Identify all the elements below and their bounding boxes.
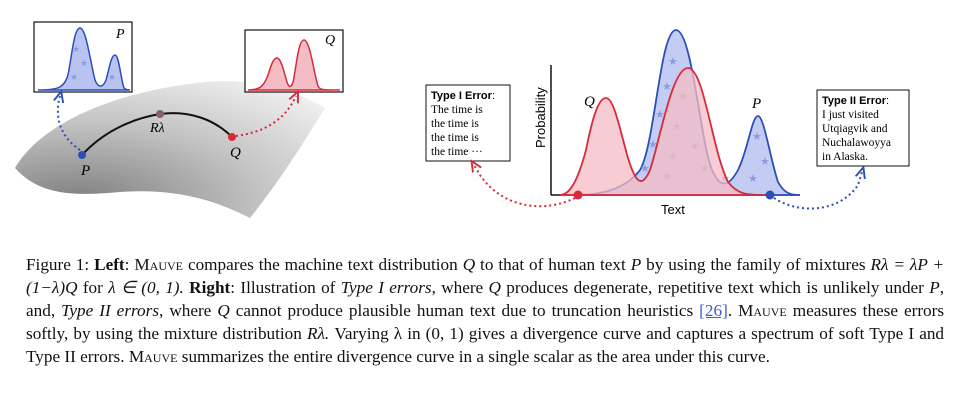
type1-line-4: the time ··· — [431, 146, 483, 158]
p-arrow — [58, 96, 81, 151]
figure-number: Figure 1: — [26, 255, 90, 274]
citation-link[interactable]: [26] — [699, 301, 728, 320]
type1-title-suffix: : — [492, 90, 495, 102]
type1-title: Type I Error: — [431, 90, 495, 102]
q-inset-box — [244, 29, 344, 93]
q-inset-label: Q — [325, 33, 335, 48]
caption-text: produces degenerate, repetitive text whi… — [506, 278, 924, 297]
type1-line-3: the time is — [431, 132, 479, 144]
svg-text:★: ★ — [748, 172, 758, 185]
figure-caption: Figure 1: Left: Mauve compares the machi… — [26, 255, 945, 366]
math-p: P — [630, 255, 642, 274]
math-q: Q — [488, 278, 501, 297]
r-lambda-point — [156, 110, 164, 118]
type2-line-3: Nuchalawoyya — [822, 137, 891, 149]
caption-text: Illustration of — [240, 278, 336, 297]
caption-text: Varying λ in (0, 1) gives a divergence c… — [26, 324, 945, 366]
left-panel: P Rλ Q ★★★ ★ P Q — [15, 21, 344, 218]
caption-text: by using the family of mixtures — [646, 255, 866, 274]
caption-text: , where — [431, 278, 484, 297]
type1-term: Type I errors — [340, 278, 432, 297]
mauve-name: Mauve — [128, 347, 178, 366]
svg-text:★: ★ — [668, 55, 678, 68]
y-axis-label: Probability — [533, 87, 548, 148]
lambda-range: λ ∈ (0, 1). — [108, 278, 184, 297]
math-q: Q — [462, 255, 476, 274]
p-inset-density — [37, 27, 131, 91]
q-inset-density — [247, 39, 341, 91]
caption-text: summarizes the entire divergence curve i… — [181, 347, 770, 366]
q-point — [228, 133, 236, 141]
caption-text: compares the machine text distribution — [187, 255, 458, 274]
p-point — [78, 151, 86, 159]
type1-point — [573, 190, 583, 200]
math-r-lambda: Rλ. — [306, 324, 330, 343]
type2-box — [816, 89, 910, 167]
p-point-label: P — [80, 163, 90, 179]
caption-text: measures these errors softly, by using t… — [26, 301, 945, 343]
type2-point — [765, 190, 775, 200]
type1-title-text: Type I Error — [431, 90, 493, 102]
type2-line-1: I just visited — [822, 109, 879, 121]
p-inset-label: P — [115, 27, 125, 42]
svg-text:★: ★ — [70, 73, 78, 83]
figure-1: P Rλ Q ★★★ ★ P Q Probability Text ★★ ★ ★ ★ ★… — [15, 21, 910, 218]
caption-left-label: Left — [94, 255, 125, 274]
svg-text:★: ★ — [72, 45, 80, 55]
svg-text:★: ★ — [662, 80, 672, 93]
caption-text: , where — [159, 301, 212, 320]
mauve-name: Mauve — [134, 255, 183, 274]
q-point-label: Q — [230, 145, 241, 161]
type2-line-4: in Alaska. — [822, 151, 868, 163]
caption-text: cannot produce plausible human text due … — [235, 301, 694, 320]
type2-title: Type II Error: — [822, 95, 889, 107]
type1-line-2: the time is — [431, 118, 479, 130]
r-lambda-label: Rλ — [149, 121, 165, 136]
type2-title-suffix: : — [886, 95, 889, 107]
type1-arrow — [474, 165, 576, 208]
distribution-surface — [15, 81, 325, 218]
type2-term: Type II errors — [61, 301, 160, 320]
math-p: P — [929, 278, 940, 297]
p-curve-label: P — [751, 96, 761, 112]
caption-right-label: Right — [189, 278, 231, 297]
svg-text:★: ★ — [760, 155, 770, 168]
caption-text: for — [82, 278, 103, 297]
right-panel: Probability Text ★★★ ★★★ ★★★ ★★★ ★★★ Q P… — [425, 29, 910, 217]
q-curve-label: Q — [584, 94, 595, 110]
x-axis-label: Text — [661, 202, 685, 217]
caption-text: to that of human text — [480, 255, 626, 274]
type1-line-1: The time is — [431, 104, 483, 116]
caption-text: , and, — [26, 278, 945, 320]
type2-line-2: Utqiagvik and — [822, 123, 888, 135]
svg-text:★: ★ — [108, 73, 116, 83]
type1-box — [425, 84, 511, 162]
q-density — [559, 67, 766, 196]
svg-text:★: ★ — [640, 162, 650, 175]
mixture-formula: Rλ = λP + (1−λ)Q — [26, 255, 945, 297]
type2-arrow — [773, 172, 862, 210]
svg-text:★: ★ — [752, 130, 762, 143]
svg-text:★: ★ — [80, 59, 88, 69]
mauve-name: Mauve — [738, 301, 787, 320]
caption-text: . — [727, 301, 733, 320]
math-q: Q — [217, 301, 230, 320]
type2-title-text: Type II Error — [822, 95, 887, 107]
p-inset-stars: ★★★ ★ — [70, 45, 116, 83]
svg-text:★: ★ — [648, 138, 658, 151]
svg-text:★: ★ — [655, 108, 665, 121]
